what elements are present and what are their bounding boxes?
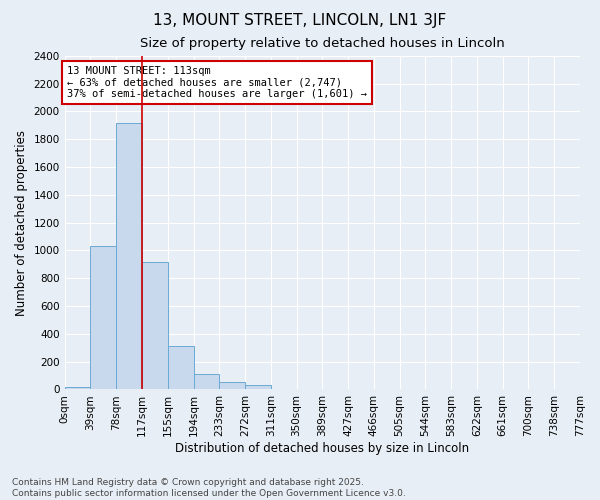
Text: 13, MOUNT STREET, LINCOLN, LN1 3JF: 13, MOUNT STREET, LINCOLN, LN1 3JF <box>154 12 446 28</box>
Title: Size of property relative to detached houses in Lincoln: Size of property relative to detached ho… <box>140 38 505 51</box>
Text: Contains HM Land Registry data © Crown copyright and database right 2025.
Contai: Contains HM Land Registry data © Crown c… <box>12 478 406 498</box>
X-axis label: Distribution of detached houses by size in Lincoln: Distribution of detached houses by size … <box>175 442 469 455</box>
Bar <box>65 386 91 390</box>
Bar <box>193 374 219 390</box>
Text: 13 MOUNT STREET: 113sqm
← 63% of detached houses are smaller (2,747)
37% of semi: 13 MOUNT STREET: 113sqm ← 63% of detache… <box>67 66 367 99</box>
Bar <box>142 262 168 390</box>
Y-axis label: Number of detached properties: Number of detached properties <box>15 130 28 316</box>
Bar <box>116 122 142 390</box>
Bar <box>245 386 271 390</box>
Bar <box>219 382 245 390</box>
Bar <box>91 246 116 390</box>
Bar <box>168 346 193 390</box>
